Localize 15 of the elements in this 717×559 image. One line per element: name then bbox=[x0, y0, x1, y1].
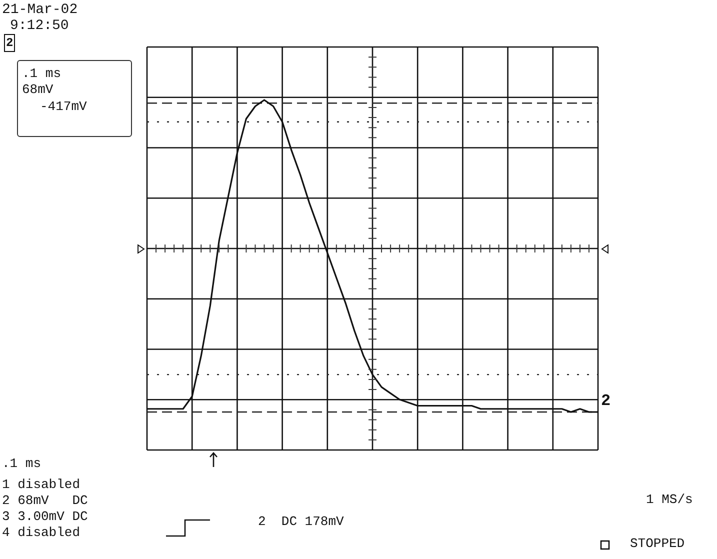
text: -417mV bbox=[40, 99, 87, 115]
text: 2 bbox=[4, 34, 16, 52]
text: 1 MS/s bbox=[646, 492, 693, 508]
text: 68mV bbox=[22, 82, 54, 98]
text: 1 disabled bbox=[2, 477, 80, 493]
text: .1 ms bbox=[2, 456, 42, 472]
text: .1 ms bbox=[22, 66, 62, 82]
text: 2 68mV DC bbox=[2, 493, 88, 509]
text: 21-Mar-02 bbox=[2, 2, 78, 18]
text: 2 bbox=[601, 392, 611, 410]
text: 2 DC 178mV bbox=[258, 514, 344, 530]
text: 3 3.00mV DC bbox=[2, 509, 88, 525]
text: 4 disabled bbox=[2, 525, 80, 541]
text: STOPPED bbox=[630, 536, 685, 552]
text: 9:12:50 bbox=[10, 18, 69, 34]
